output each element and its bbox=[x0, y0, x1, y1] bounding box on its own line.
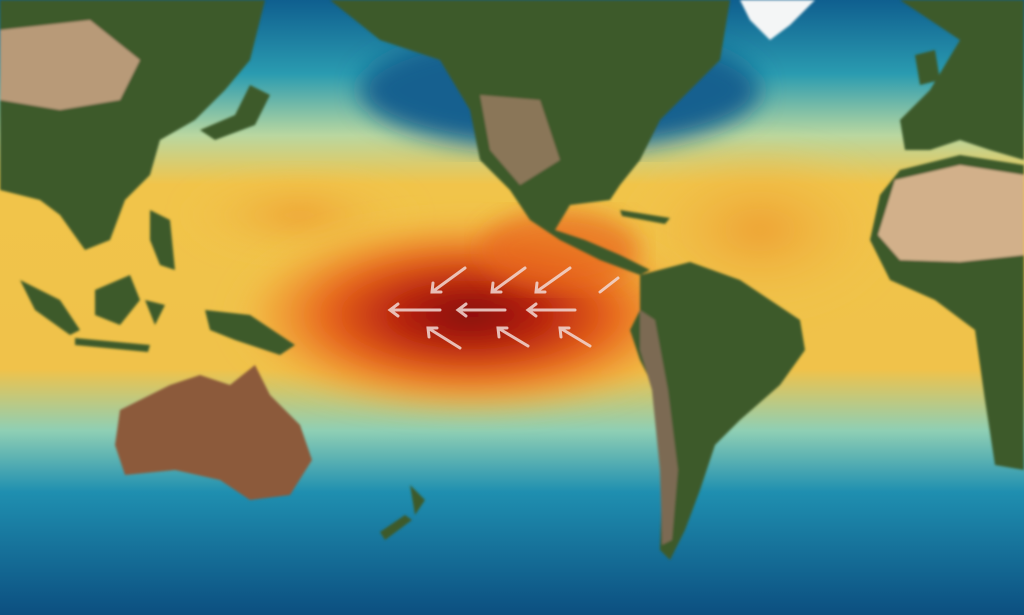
borneo bbox=[95, 275, 140, 325]
new-guinea bbox=[205, 310, 295, 355]
greenland bbox=[740, 0, 815, 40]
australia bbox=[115, 365, 312, 500]
arrow-down-left-icon bbox=[534, 266, 572, 294]
andes bbox=[640, 310, 678, 545]
trade-wind-arrows bbox=[387, 266, 620, 350]
japan bbox=[200, 85, 270, 140]
arrow-left-icon bbox=[387, 302, 442, 318]
arrow-up-left-icon bbox=[426, 326, 462, 350]
landmasses bbox=[0, 0, 1024, 560]
arrow-down-left-icon bbox=[430, 266, 467, 294]
arrow-left-icon bbox=[455, 302, 507, 318]
sumatra bbox=[20, 280, 80, 335]
sahara bbox=[878, 165, 1024, 262]
uk bbox=[915, 50, 940, 85]
java bbox=[75, 338, 150, 352]
new-zealand bbox=[380, 485, 425, 540]
asia-desert bbox=[0, 20, 140, 110]
arrow-up-left-icon bbox=[496, 326, 530, 348]
arrow-down-left-icon bbox=[598, 276, 620, 294]
arrow-up-left-icon bbox=[558, 326, 592, 348]
arrow-down-left-icon bbox=[490, 266, 527, 294]
north-america-desert bbox=[480, 95, 560, 185]
cuba bbox=[620, 210, 670, 224]
sulawesi-philippines bbox=[145, 210, 175, 325]
arrow-left-icon bbox=[525, 302, 577, 318]
europe bbox=[900, 0, 1024, 160]
